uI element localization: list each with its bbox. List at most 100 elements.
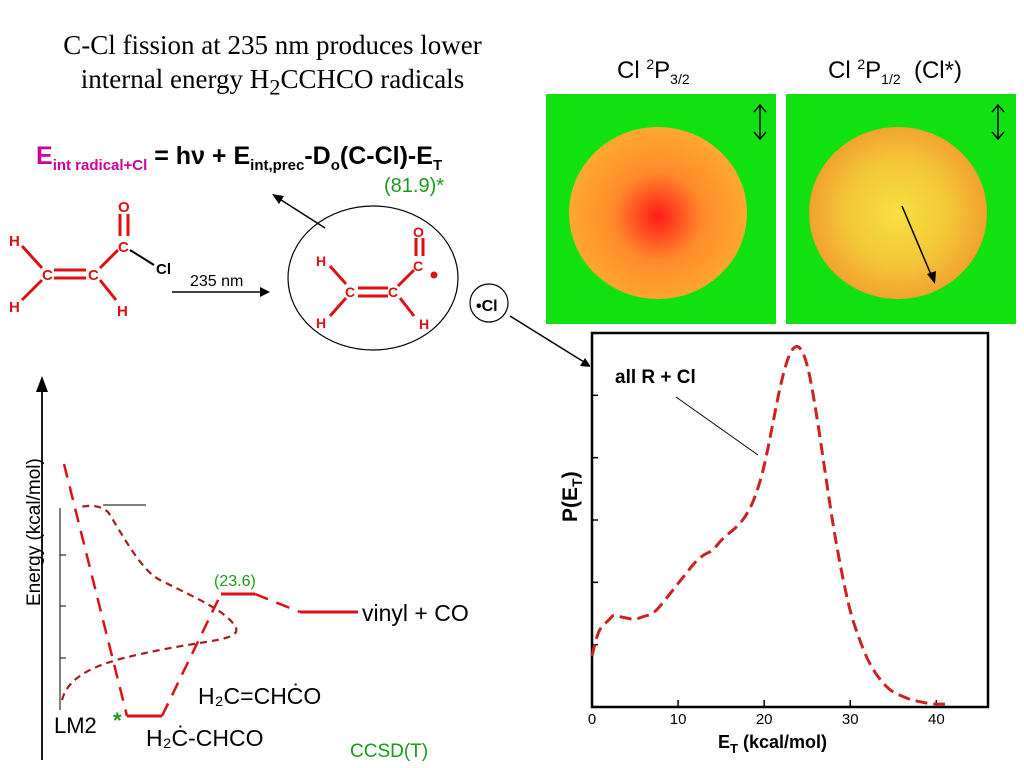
cl-ground-state-label: Cl 2P3/2 xyxy=(617,56,690,87)
atom-o: O xyxy=(118,199,130,216)
atom-h: H xyxy=(117,303,128,320)
x-tick-label: 20 xyxy=(756,711,773,728)
atom-h: H xyxy=(9,299,20,316)
eq-d: -D xyxy=(304,142,331,170)
slide-title: C-Cl fission at 235 nm produces lower in… xyxy=(0,28,545,104)
radius-arrow-head xyxy=(927,271,936,284)
x-tick-label: 0 xyxy=(588,711,596,728)
atom-c: C xyxy=(345,284,355,300)
arrow-to-chart xyxy=(509,315,585,363)
atom-c: C xyxy=(413,258,423,274)
x-axis-label: ET (kcal/mol) xyxy=(718,732,827,756)
atom-c: C xyxy=(42,267,53,284)
x-axis-label-sub: T xyxy=(730,741,738,756)
title-line-2: internal energy H2CCHCO radicals xyxy=(0,62,545,104)
translational-energy-chart: 0 10 20 30 40 all R + Cl ET (kcal/mol) P(ET) xyxy=(559,331,990,756)
radical-bonds xyxy=(328,238,425,317)
bottom-species-label: H₂Ċ-CHCO xyxy=(146,724,264,751)
atom-h: H xyxy=(316,253,326,269)
y-axis-label-sub: T xyxy=(569,478,585,487)
wavelength-label: 235 nm xyxy=(190,273,243,290)
x-tick-label: 10 xyxy=(670,711,687,728)
c-cl-bond xyxy=(129,249,155,266)
x-ticks: 0 10 20 30 40 xyxy=(588,700,945,728)
radical-atoms: H H C C C O H xyxy=(316,224,429,332)
caption-sup: 2 xyxy=(646,56,655,72)
atom-h: H xyxy=(316,315,326,331)
dashed-path-3 xyxy=(254,592,301,614)
ts-energy-value: (23.6) xyxy=(214,573,256,590)
arrow-head xyxy=(272,194,284,204)
caption-sub: 1/2 xyxy=(881,70,901,87)
radical-dot xyxy=(430,271,438,279)
eq-e: E xyxy=(36,142,53,170)
image-overlay xyxy=(901,103,1005,284)
y-ticks xyxy=(592,394,598,646)
cl-ground-state-image xyxy=(546,94,776,324)
energy-equation: Eint radical+Cl = hν + Eint,prec-Do(C-Cl… xyxy=(36,142,442,174)
equation-lhs: Eint radical+Cl xyxy=(36,142,147,174)
ion-image-disk xyxy=(809,127,987,299)
title-line-1: C-Cl fission at 235 nm produces lower xyxy=(63,30,482,60)
photolysis-arrow-head xyxy=(260,287,270,297)
title-text-part: internal energy H xyxy=(80,64,270,94)
x-axis-label-unit: (kcal/mol) xyxy=(738,732,827,752)
vinyl-co-label: vinyl + CO xyxy=(362,600,469,626)
cl-atom-circle xyxy=(469,283,509,323)
caption-part: P xyxy=(654,57,671,84)
atom-o: O xyxy=(413,224,424,240)
equation-value: (81.9)* xyxy=(384,175,445,197)
acryloyl-chloride-atoms: H H C C C O H xyxy=(9,199,130,320)
atom-c: C xyxy=(88,267,99,284)
annotation-leader xyxy=(675,396,759,456)
eq-mid-sub: int,prec xyxy=(250,157,305,174)
energy-distribution-curve xyxy=(60,504,238,701)
arrow-head xyxy=(580,358,590,367)
atom-c: C xyxy=(118,239,129,256)
chart-annotation: all R + Cl xyxy=(615,367,696,388)
eq-tail-sub: T xyxy=(432,157,443,174)
dashed-path-1 xyxy=(62,463,129,717)
polarization-arrow-icon xyxy=(753,103,767,141)
atom-h: H xyxy=(419,316,429,332)
cl-atom-label: •Cl xyxy=(476,298,498,315)
eq-d-sub: o xyxy=(330,157,340,174)
x-tick-label: 40 xyxy=(928,711,945,728)
eq-e-sub: int radical+Cl xyxy=(52,157,148,174)
title-text-part: CCHCO radicals xyxy=(280,64,465,94)
series-line xyxy=(590,345,945,706)
caption-sup: 2 xyxy=(857,56,866,72)
x-axis-label-main: E xyxy=(718,732,730,752)
caption-sub: 3/2 xyxy=(670,70,690,87)
eq-mid: = hν + E xyxy=(147,142,251,170)
atom-c: C xyxy=(388,284,398,300)
polarization-arrow-icon xyxy=(991,103,1005,141)
cl-excited-state-image xyxy=(786,94,1016,324)
y-axis-label: P(ET) xyxy=(559,471,585,522)
series xyxy=(590,345,945,706)
caption-part: Cl xyxy=(617,57,647,84)
acryloyl-chloride-bonds xyxy=(20,214,130,302)
method-label: CCSD(T) xyxy=(350,741,428,762)
radical-ellipse xyxy=(287,205,459,351)
title-subscript: 2 xyxy=(269,74,281,100)
caption-part: (Cl*) xyxy=(900,57,962,84)
inset-ticks xyxy=(60,554,66,659)
reaction-scheme: H H C C C O H Cl 235 nm H H C C C O H •C… xyxy=(9,194,590,762)
energy-axis-arrow-icon xyxy=(36,376,48,392)
energy-axis-label: Energy (kcal/mol) xyxy=(24,458,45,606)
chart-frame xyxy=(590,331,990,709)
radius-arrow xyxy=(901,205,933,278)
atom-cl: Cl xyxy=(156,261,171,278)
lm2-label: LM2 xyxy=(54,713,97,738)
caption-part: Cl xyxy=(828,57,858,84)
cl-excited-state-label: Cl 2P1/2 (Cl*) xyxy=(828,56,962,87)
caption-part: P xyxy=(865,57,882,84)
top-species-label: H₂C=CHĊO xyxy=(198,682,321,709)
y-axis-label-main: P(E xyxy=(559,487,582,522)
eq-tail: (C-Cl)-E xyxy=(339,142,433,170)
x-tick-label: 30 xyxy=(842,711,859,728)
y-axis-label-close: ) xyxy=(559,471,582,478)
lm2-star: * xyxy=(113,708,122,733)
atom-h: H xyxy=(9,233,20,250)
